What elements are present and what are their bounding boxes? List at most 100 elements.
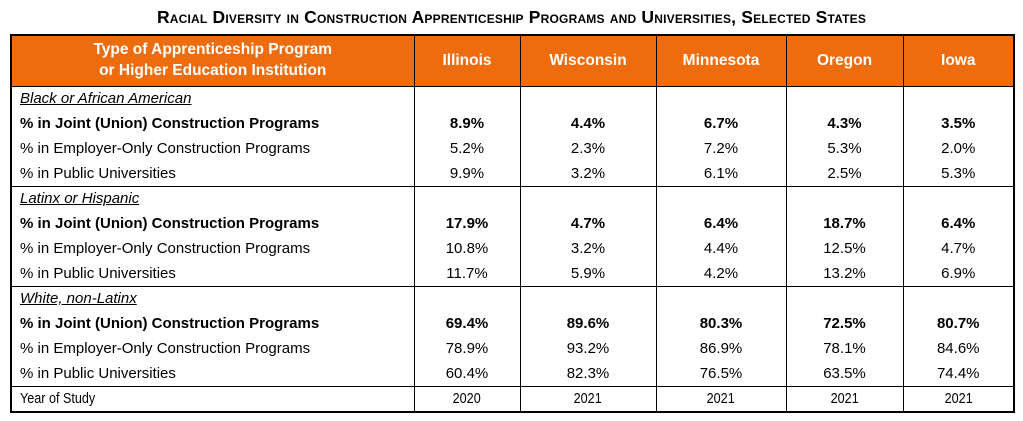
value-cell: 80.3% (655, 311, 787, 337)
table-row: % in Employer-Only Construction Programs… (10, 236, 1015, 262)
value-cell: 86.9% (655, 336, 787, 362)
value-cell: 2.5% (785, 161, 904, 187)
col-header-program-type: Type of Apprenticeship Program or Higher… (10, 35, 415, 87)
col-header-iowa: Iowa (902, 35, 1015, 87)
empty-cell (655, 186, 787, 212)
value-cell: 60.4% (413, 361, 521, 387)
row-label: % in Public Universities (10, 361, 415, 387)
row-label: % in Joint (Union) Construction Programs (10, 211, 415, 237)
year-of-study-label: Year of Study (20, 389, 96, 407)
value-cell: 6.7% (655, 111, 787, 137)
value-cell: 18.7% (785, 211, 904, 237)
empty-cell (902, 286, 1015, 312)
value-cell: 2.3% (519, 136, 657, 162)
value-cell: 2021 (655, 386, 787, 412)
table-row: % in Joint (Union) Construction Programs… (10, 311, 1015, 337)
empty-cell (655, 286, 787, 312)
value-cell: 6.1% (655, 161, 787, 187)
value-cell: 6.4% (655, 211, 787, 237)
chart-title: Racial Diversity in Construction Apprent… (156, 7, 867, 27)
value-cell: 2.0% (902, 136, 1015, 162)
year-value: 2020 (452, 389, 482, 407)
section-label-text: White, non-Latinx (20, 290, 137, 307)
value-cell: 4.7% (519, 211, 657, 237)
value-cell: 9.9% (413, 161, 521, 187)
value-cell: 2020 (413, 386, 521, 412)
value-cell: 3.2% (519, 161, 657, 187)
empty-cell (902, 86, 1015, 112)
value-cell: 5.3% (785, 136, 904, 162)
value-cell: 3.5% (902, 111, 1015, 137)
value-cell: 63.5% (785, 361, 904, 387)
row-label: % in Employer-Only Construction Programs (10, 236, 415, 262)
table-row: % in Joint (Union) Construction Programs… (10, 111, 1015, 137)
program-type-line2: or Higher Education Institution (99, 62, 327, 79)
section-label: Black or African American (10, 86, 415, 112)
table-row: % in Public Universities 60.4% 82.3% 76.… (10, 361, 1015, 387)
table-row: % in Employer-Only Construction Programs… (10, 136, 1015, 162)
value-cell: 5.3% (902, 161, 1015, 187)
value-cell: 4.4% (655, 236, 787, 262)
value-cell: 80.7% (902, 311, 1015, 337)
value-cell: 69.4% (413, 311, 521, 337)
value-cell: 5.2% (413, 136, 521, 162)
value-cell: 89.6% (519, 311, 657, 337)
value-cell: 72.5% (785, 311, 904, 337)
row-label: % in Employer-Only Construction Programs (10, 136, 415, 162)
section-row-black-or-african-american: Black or African American (10, 86, 1015, 112)
row-label: % in Joint (Union) Construction Programs (10, 311, 415, 337)
empty-cell (413, 186, 521, 212)
value-cell: 78.9% (413, 336, 521, 362)
section-label: Latinx or Hispanic (10, 186, 415, 212)
row-label: % in Public Universities (10, 261, 415, 287)
table-row: % in Public Universities 9.9% 3.2% 6.1% … (10, 161, 1015, 187)
year-value: 2021 (706, 389, 736, 407)
value-cell: 10.8% (413, 236, 521, 262)
value-cell: 76.5% (655, 361, 787, 387)
value-cell: 4.2% (655, 261, 787, 287)
value-cell: 11.7% (413, 261, 521, 287)
value-cell: 78.1% (785, 336, 904, 362)
value-cell: 4.3% (785, 111, 904, 137)
value-cell: 12.5% (785, 236, 904, 262)
section-label-text: Black or African American (20, 90, 192, 107)
value-cell: 2021 (902, 386, 1015, 412)
row-label: % in Employer-Only Construction Programs (10, 336, 415, 362)
empty-cell (413, 86, 521, 112)
value-cell: 4.4% (519, 111, 657, 137)
value-cell: 2021 (519, 386, 657, 412)
row-label: % in Joint (Union) Construction Programs (10, 111, 415, 137)
header-row: Type of Apprenticeship Program or Higher… (10, 35, 1015, 87)
col-header-wisconsin: Wisconsin (519, 35, 657, 87)
empty-cell (519, 186, 657, 212)
table-row: % in Joint (Union) Construction Programs… (10, 211, 1015, 237)
value-cell: 82.3% (519, 361, 657, 387)
value-cell: 17.9% (413, 211, 521, 237)
table-row: % in Employer-Only Construction Programs… (10, 336, 1015, 362)
value-cell: 2021 (785, 386, 904, 412)
value-cell: 4.7% (902, 236, 1015, 262)
empty-cell (785, 86, 904, 112)
value-cell: 6.4% (902, 211, 1015, 237)
year-of-study-row: Year of Study 2020 2021 2021 2021 2021 (10, 386, 1015, 412)
empty-cell (519, 286, 657, 312)
empty-cell (413, 286, 521, 312)
value-cell: 3.2% (519, 236, 657, 262)
empty-cell (655, 86, 787, 112)
empty-cell (519, 86, 657, 112)
row-label: % in Public Universities (10, 161, 415, 187)
section-row-latinx-or-hispanic: Latinx or Hispanic (10, 186, 1015, 212)
section-label: White, non-Latinx (10, 286, 415, 312)
table-row: % in Public Universities 11.7% 5.9% 4.2%… (10, 261, 1015, 287)
col-header-illinois: Illinois (413, 35, 521, 87)
value-cell: 6.9% (902, 261, 1015, 287)
empty-cell (785, 186, 904, 212)
year-value: 2021 (830, 389, 859, 407)
year-value: 2021 (573, 389, 603, 407)
section-label-text: Latinx or Hispanic (20, 190, 140, 207)
data-table: Type of Apprenticeship Program or Higher… (10, 34, 1015, 413)
year-value: 2021 (944, 389, 973, 407)
value-cell: 13.2% (785, 261, 904, 287)
col-header-minnesota: Minnesota (655, 35, 787, 87)
value-cell: 5.9% (519, 261, 657, 287)
